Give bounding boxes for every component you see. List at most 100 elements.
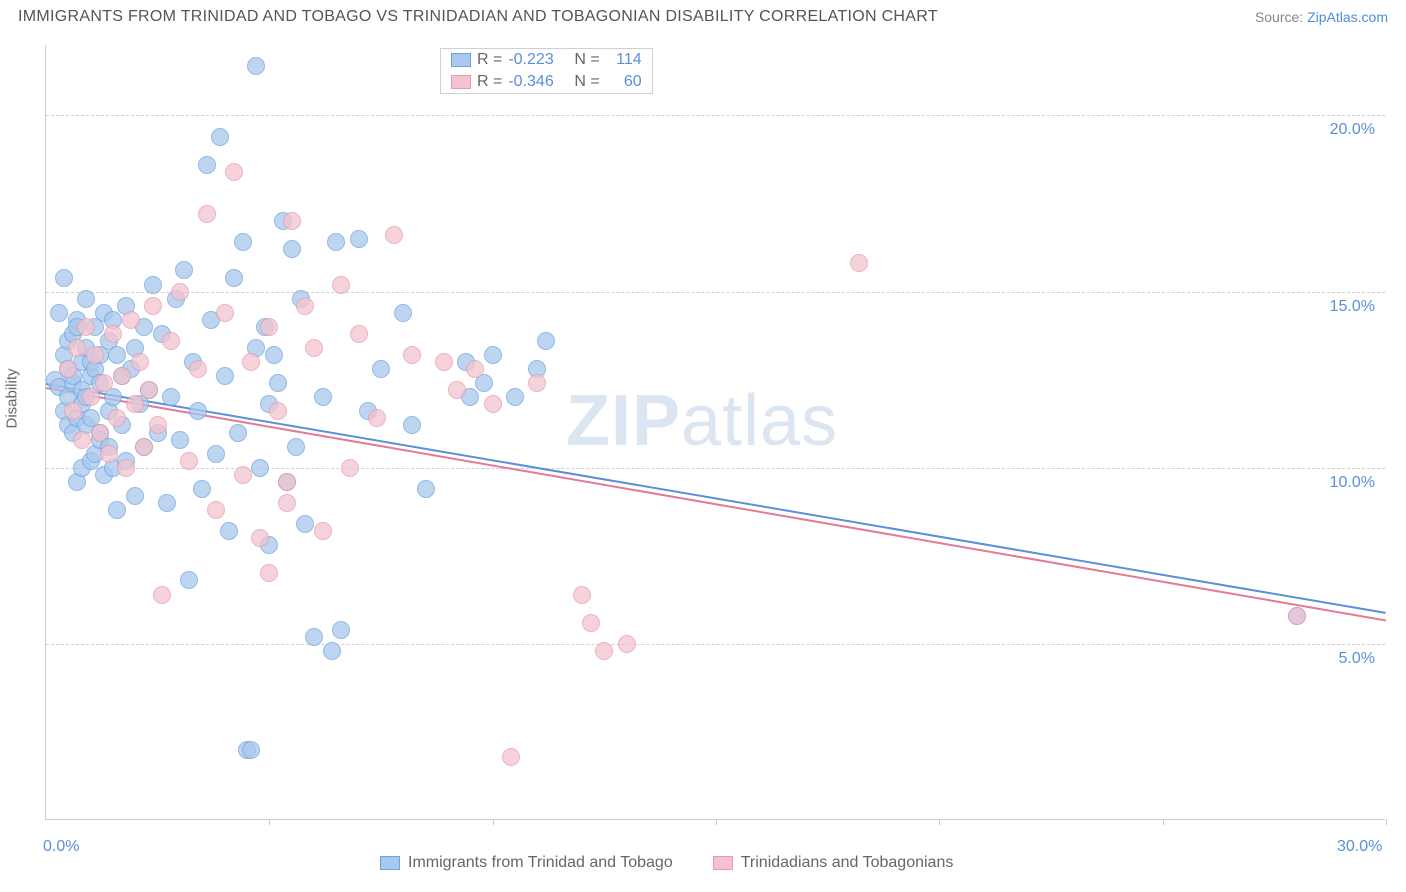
y-tick-label: 15.0% bbox=[1330, 298, 1375, 316]
data-point bbox=[216, 304, 234, 322]
data-point bbox=[435, 353, 453, 371]
data-point bbox=[1288, 607, 1306, 625]
data-point bbox=[350, 230, 368, 248]
data-point bbox=[528, 374, 546, 392]
watermark: ZIPatlas bbox=[566, 380, 838, 462]
data-point bbox=[220, 522, 238, 540]
data-point bbox=[484, 346, 502, 364]
legend-row: R =-0.346N =60 bbox=[441, 71, 652, 93]
source-link[interactable]: ZipAtlas.com bbox=[1307, 9, 1388, 25]
data-point bbox=[242, 741, 260, 759]
x-tick bbox=[493, 819, 494, 825]
data-point bbox=[287, 438, 305, 456]
data-point bbox=[131, 353, 149, 371]
data-point bbox=[108, 346, 126, 364]
data-point bbox=[385, 226, 403, 244]
x-tick bbox=[939, 819, 940, 825]
data-point bbox=[207, 445, 225, 463]
legend-item: Trinidadians and Tobagonians bbox=[713, 854, 954, 872]
x-tick bbox=[1386, 819, 1387, 825]
data-point bbox=[595, 642, 613, 660]
data-point bbox=[242, 353, 260, 371]
chart-title: IMMIGRANTS FROM TRINIDAD AND TOBAGO VS T… bbox=[18, 8, 938, 26]
data-point bbox=[448, 381, 466, 399]
data-point bbox=[149, 416, 167, 434]
data-point bbox=[372, 360, 390, 378]
data-point bbox=[332, 621, 350, 639]
trend-line bbox=[46, 383, 1386, 614]
data-point bbox=[113, 367, 131, 385]
data-point bbox=[251, 459, 269, 477]
data-point bbox=[100, 445, 118, 463]
data-point bbox=[327, 233, 345, 251]
data-point bbox=[117, 459, 135, 477]
y-tick-label: 10.0% bbox=[1330, 474, 1375, 492]
x-tick bbox=[269, 819, 270, 825]
data-point bbox=[260, 318, 278, 336]
data-point bbox=[144, 276, 162, 294]
series-legend: Immigrants from Trinidad and Tobago Trini… bbox=[380, 854, 953, 872]
data-point bbox=[68, 339, 86, 357]
data-point bbox=[234, 233, 252, 251]
data-point bbox=[64, 402, 82, 420]
legend-swatch bbox=[451, 75, 471, 89]
x-min-label: 0.0% bbox=[43, 838, 79, 856]
data-point bbox=[108, 501, 126, 519]
data-point bbox=[180, 452, 198, 470]
data-point bbox=[104, 325, 122, 343]
data-point bbox=[59, 360, 77, 378]
data-point bbox=[537, 332, 555, 350]
source-label: Source: ZipAtlas.com bbox=[1255, 9, 1388, 25]
data-point bbox=[140, 381, 158, 399]
data-point bbox=[193, 480, 211, 498]
data-point bbox=[82, 388, 100, 406]
data-point bbox=[77, 318, 95, 336]
data-point bbox=[314, 388, 332, 406]
data-point bbox=[305, 339, 323, 357]
data-point bbox=[573, 586, 591, 604]
data-point bbox=[296, 515, 314, 533]
data-point bbox=[305, 628, 323, 646]
data-point bbox=[171, 283, 189, 301]
data-point bbox=[91, 424, 109, 442]
data-point bbox=[502, 748, 520, 766]
data-point bbox=[211, 128, 229, 146]
data-point bbox=[484, 395, 502, 413]
data-point bbox=[126, 395, 144, 413]
data-point bbox=[314, 522, 332, 540]
data-point bbox=[162, 388, 180, 406]
data-point bbox=[618, 635, 636, 653]
data-point bbox=[158, 494, 176, 512]
data-point bbox=[144, 297, 162, 315]
data-point bbox=[278, 473, 296, 491]
data-point bbox=[77, 290, 95, 308]
data-point bbox=[95, 374, 113, 392]
data-point bbox=[265, 346, 283, 364]
data-point bbox=[403, 346, 421, 364]
data-point bbox=[251, 529, 269, 547]
data-point bbox=[323, 642, 341, 660]
data-point bbox=[394, 304, 412, 322]
data-point bbox=[341, 459, 359, 477]
data-point bbox=[466, 360, 484, 378]
data-point bbox=[216, 367, 234, 385]
data-point bbox=[296, 297, 314, 315]
data-point bbox=[368, 409, 386, 427]
legend-swatch bbox=[451, 53, 471, 67]
data-point bbox=[175, 261, 193, 279]
data-point bbox=[332, 276, 350, 294]
x-tick bbox=[1163, 819, 1164, 825]
data-point bbox=[417, 480, 435, 498]
y-tick-label: 5.0% bbox=[1339, 650, 1375, 668]
legend-item: Immigrants from Trinidad and Tobago bbox=[380, 854, 673, 872]
data-point bbox=[86, 346, 104, 364]
gridline bbox=[46, 644, 1385, 645]
data-point bbox=[180, 571, 198, 589]
data-point bbox=[283, 240, 301, 258]
data-point bbox=[247, 57, 265, 75]
x-tick bbox=[716, 819, 717, 825]
data-point bbox=[189, 360, 207, 378]
data-point bbox=[234, 466, 252, 484]
data-point bbox=[55, 269, 73, 287]
gridline bbox=[46, 115, 1385, 116]
